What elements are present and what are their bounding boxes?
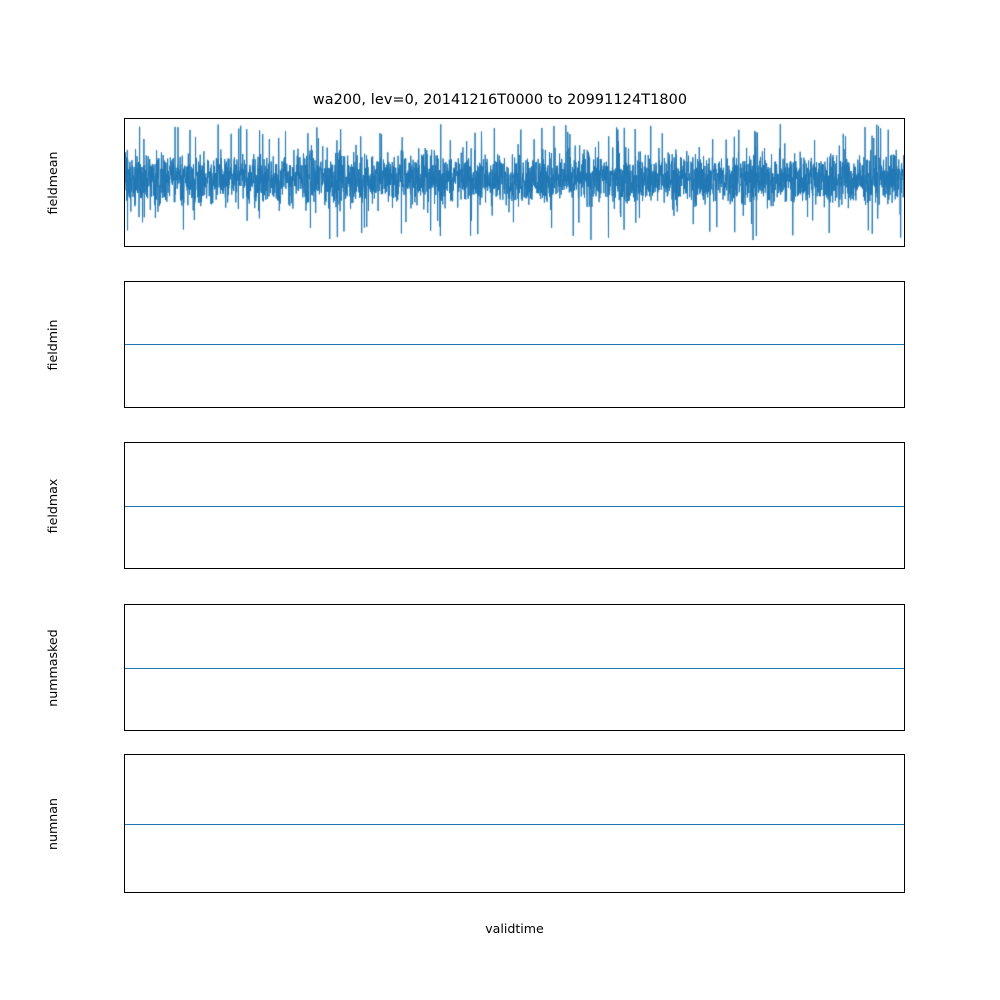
y-tick-fieldmin-0: −125 bbox=[124, 298, 125, 299]
x-tick-fieldmean-5 bbox=[630, 246, 631, 247]
y-tick-nummasked-1: 0.00 bbox=[124, 668, 125, 669]
x-tick-nummasked-0 bbox=[171, 730, 172, 731]
x-tick-fieldmin-5 bbox=[630, 407, 631, 408]
x-tick-fieldmax-0 bbox=[171, 568, 172, 569]
x-tick-fieldmax-2 bbox=[355, 568, 356, 569]
subplot-nummasked: 0.050.00−0.05202020302040205020602070208… bbox=[124, 604, 905, 731]
series-line-fieldmax bbox=[125, 505, 904, 507]
series-line-numnan bbox=[125, 823, 904, 825]
subplot-numnan: 0.050.00−0.05202020302040205020602070208… bbox=[124, 754, 905, 893]
plot-area-fieldmin bbox=[125, 282, 904, 407]
y-axis-label-text-nummasked: nummasked bbox=[45, 628, 60, 707]
x-tick-numnan-2 bbox=[355, 892, 356, 893]
y-axis-label-text-fieldmin: fieldmin bbox=[45, 319, 60, 370]
x-tick-numnan-1 bbox=[263, 892, 264, 893]
x-tick-fieldmin-0 bbox=[171, 407, 172, 408]
x-tick-fieldmean-6 bbox=[721, 246, 722, 247]
y-tick-nummasked-2: −0.05 bbox=[124, 713, 125, 714]
y-tick-numnan-0: 0.05 bbox=[124, 773, 125, 774]
x-tick-fieldmin-6 bbox=[721, 407, 722, 408]
x-tick-nummasked-5 bbox=[630, 730, 631, 731]
plot-area-fieldmean bbox=[125, 119, 904, 246]
x-tick-fieldmax-5 bbox=[630, 568, 631, 569]
x-tick-fieldmax-3 bbox=[446, 568, 447, 569]
x-tick-fieldmax-4 bbox=[538, 568, 539, 569]
x-tick-numnan-7 bbox=[813, 892, 814, 893]
x-tick-fieldmin-1 bbox=[263, 407, 264, 408]
series-line-fieldmin bbox=[125, 344, 904, 346]
plot-area-fieldmax bbox=[125, 443, 904, 568]
x-tick-fieldmin-4 bbox=[538, 407, 539, 408]
x-tick-nummasked-2 bbox=[355, 730, 356, 731]
y-axis-label-fieldmax: fieldmax bbox=[0, 478, 112, 533]
y-tick-numnan-1: 0.00 bbox=[124, 824, 125, 825]
plot-area-nummasked bbox=[125, 605, 904, 730]
x-tick-fieldmean-3 bbox=[446, 246, 447, 247]
y-axis-label-text-fieldmean: fieldmean bbox=[45, 151, 60, 214]
subplot-fieldmax: 1351301252020203020402050206020702080209… bbox=[124, 442, 905, 569]
x-tick-fieldmin-3 bbox=[446, 407, 447, 408]
x-axis-label: validtime bbox=[485, 921, 544, 936]
x-tick-fieldmean-2 bbox=[355, 246, 356, 247]
subplot-fieldmean: 0−2020202030204020502060207020802090 bbox=[124, 118, 905, 247]
y-axis-label-fieldmean: fieldmean bbox=[0, 151, 112, 214]
x-tick-numnan-0 bbox=[171, 892, 172, 893]
y-axis-label-numnan: numnan bbox=[0, 798, 112, 850]
x-tick-fieldmax-1 bbox=[263, 568, 264, 569]
x-tick-fieldmin-7 bbox=[813, 407, 814, 408]
series-line-fieldmean bbox=[125, 119, 904, 246]
x-tick-fieldmin-2 bbox=[355, 407, 356, 408]
y-axis-label-text-numnan: numnan bbox=[45, 797, 60, 850]
y-tick-numnan-2: −0.05 bbox=[124, 874, 125, 875]
y-tick-fieldmax-2: 125 bbox=[124, 552, 125, 553]
x-tick-nummasked-3 bbox=[446, 730, 447, 731]
x-tick-fieldmean-4 bbox=[538, 246, 539, 247]
subplot-fieldmin: −125−130−1352020203020402050206020702080… bbox=[124, 281, 905, 408]
x-tick-fieldmean-7 bbox=[813, 246, 814, 247]
y-tick-fieldmean-1: −20 bbox=[124, 213, 125, 214]
x-tick-numnan-4 bbox=[538, 892, 539, 893]
series-line-nummasked bbox=[125, 667, 904, 669]
x-tick-fieldmean-1 bbox=[263, 246, 264, 247]
x-tick-numnan-6 bbox=[721, 892, 722, 893]
y-axis-label-fieldmin: fieldmin bbox=[0, 319, 112, 370]
x-tick-fieldmean-0 bbox=[171, 246, 172, 247]
y-axis-label-nummasked: nummasked bbox=[0, 629, 112, 706]
y-tick-nummasked-0: 0.05 bbox=[124, 622, 125, 623]
x-tick-nummasked-7 bbox=[813, 730, 814, 731]
y-tick-fieldmean-0: 0 bbox=[124, 136, 125, 137]
y-tick-fieldmin-1: −130 bbox=[124, 344, 125, 345]
x-tick-nummasked-4 bbox=[538, 730, 539, 731]
x-tick-numnan-3 bbox=[446, 892, 447, 893]
page-title: wa200, lev=0, 20141216T0000 to 20991124T… bbox=[312, 92, 688, 108]
y-tick-fieldmax-1: 130 bbox=[124, 506, 125, 507]
y-axis-label-text-fieldmax: fieldmax bbox=[45, 478, 60, 533]
x-tick-nummasked-1 bbox=[263, 730, 264, 731]
y-tick-fieldmin-2: −135 bbox=[124, 390, 125, 391]
y-tick-fieldmax-0: 135 bbox=[124, 460, 125, 461]
x-tick-nummasked-6 bbox=[721, 730, 722, 731]
plot-area-numnan bbox=[125, 755, 904, 892]
x-tick-fieldmax-6 bbox=[721, 568, 722, 569]
x-tick-numnan-5 bbox=[630, 892, 631, 893]
x-tick-fieldmax-7 bbox=[813, 568, 814, 569]
